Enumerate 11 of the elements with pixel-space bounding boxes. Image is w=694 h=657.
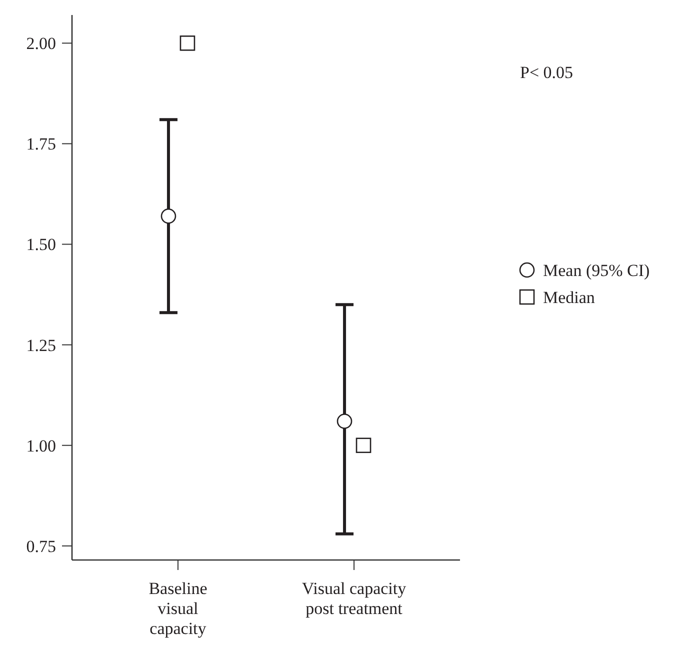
legend-label: Median	[543, 288, 596, 307]
y-tick-label: 0.75	[26, 536, 56, 556]
y-tick-label: 2.00	[26, 34, 56, 54]
y-tick-label: 1.75	[26, 134, 56, 154]
legend-label: Mean (95% CI)	[543, 260, 650, 280]
y-tick-label: 1.50	[26, 235, 56, 254]
x-tick-label: Baseline visual capacity	[148, 579, 208, 638]
text: P< 0.05	[520, 63, 574, 82]
x-tick-label: Visual capacity post treatment	[302, 579, 407, 618]
y-tick-label: 1.25	[26, 336, 56, 355]
y-tick-label: 1.00	[26, 436, 56, 456]
